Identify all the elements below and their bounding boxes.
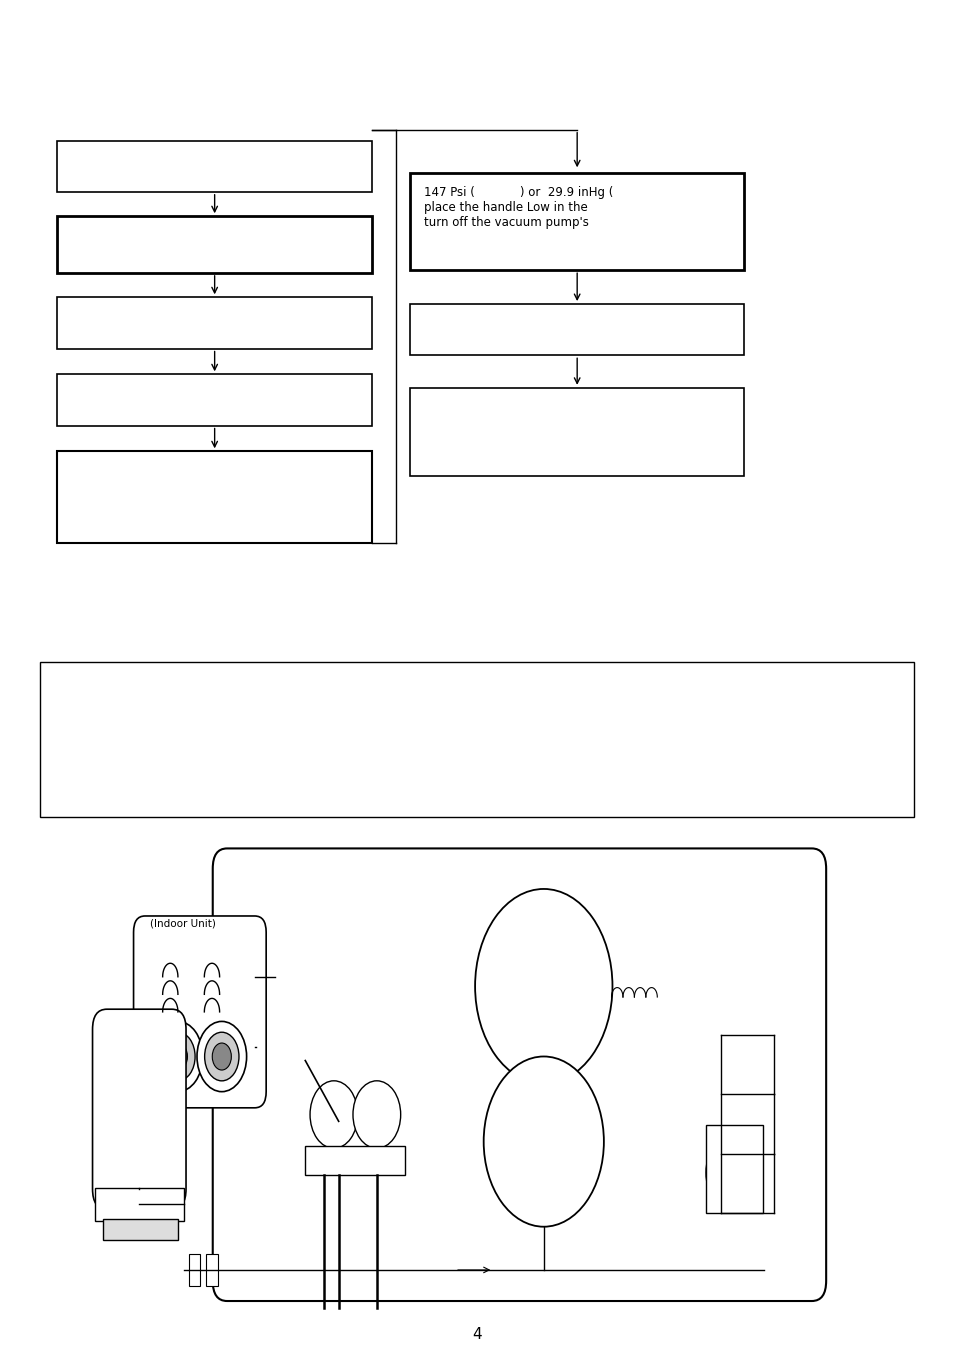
Bar: [103, 1219, 178, 1240]
FancyBboxPatch shape: [133, 916, 266, 1108]
Text: (Indoor Unit): (Indoor Unit): [150, 919, 215, 928]
FancyBboxPatch shape: [92, 1009, 186, 1209]
Bar: [57, 141, 372, 192]
Circle shape: [310, 1081, 357, 1148]
Bar: [57, 451, 372, 543]
Bar: [57, 216, 372, 273]
Circle shape: [196, 1021, 246, 1092]
Bar: [410, 388, 743, 476]
Circle shape: [353, 1081, 400, 1148]
Circle shape: [168, 1043, 187, 1070]
Bar: [40, 662, 913, 817]
Bar: [189, 1254, 200, 1286]
Bar: [206, 1254, 217, 1286]
Bar: [410, 173, 743, 270]
Bar: [705, 1125, 762, 1213]
FancyBboxPatch shape: [213, 848, 825, 1301]
Bar: [57, 297, 372, 349]
Text: 4: 4: [472, 1327, 481, 1343]
Circle shape: [483, 1056, 603, 1227]
Bar: [305, 1146, 405, 1175]
Circle shape: [705, 1132, 762, 1213]
Circle shape: [475, 889, 612, 1084]
Circle shape: [152, 1021, 202, 1092]
Text: 147 Psi (            ) or  29.9 inHg (
place the handle Low in the
turn off the : 147 Psi ( ) or 29.9 inHg ( place the han…: [423, 186, 613, 230]
Bar: [57, 374, 372, 426]
Circle shape: [212, 1043, 231, 1070]
Bar: [95, 1188, 184, 1221]
Circle shape: [160, 1032, 194, 1081]
Circle shape: [204, 1032, 238, 1081]
Bar: [410, 304, 743, 355]
